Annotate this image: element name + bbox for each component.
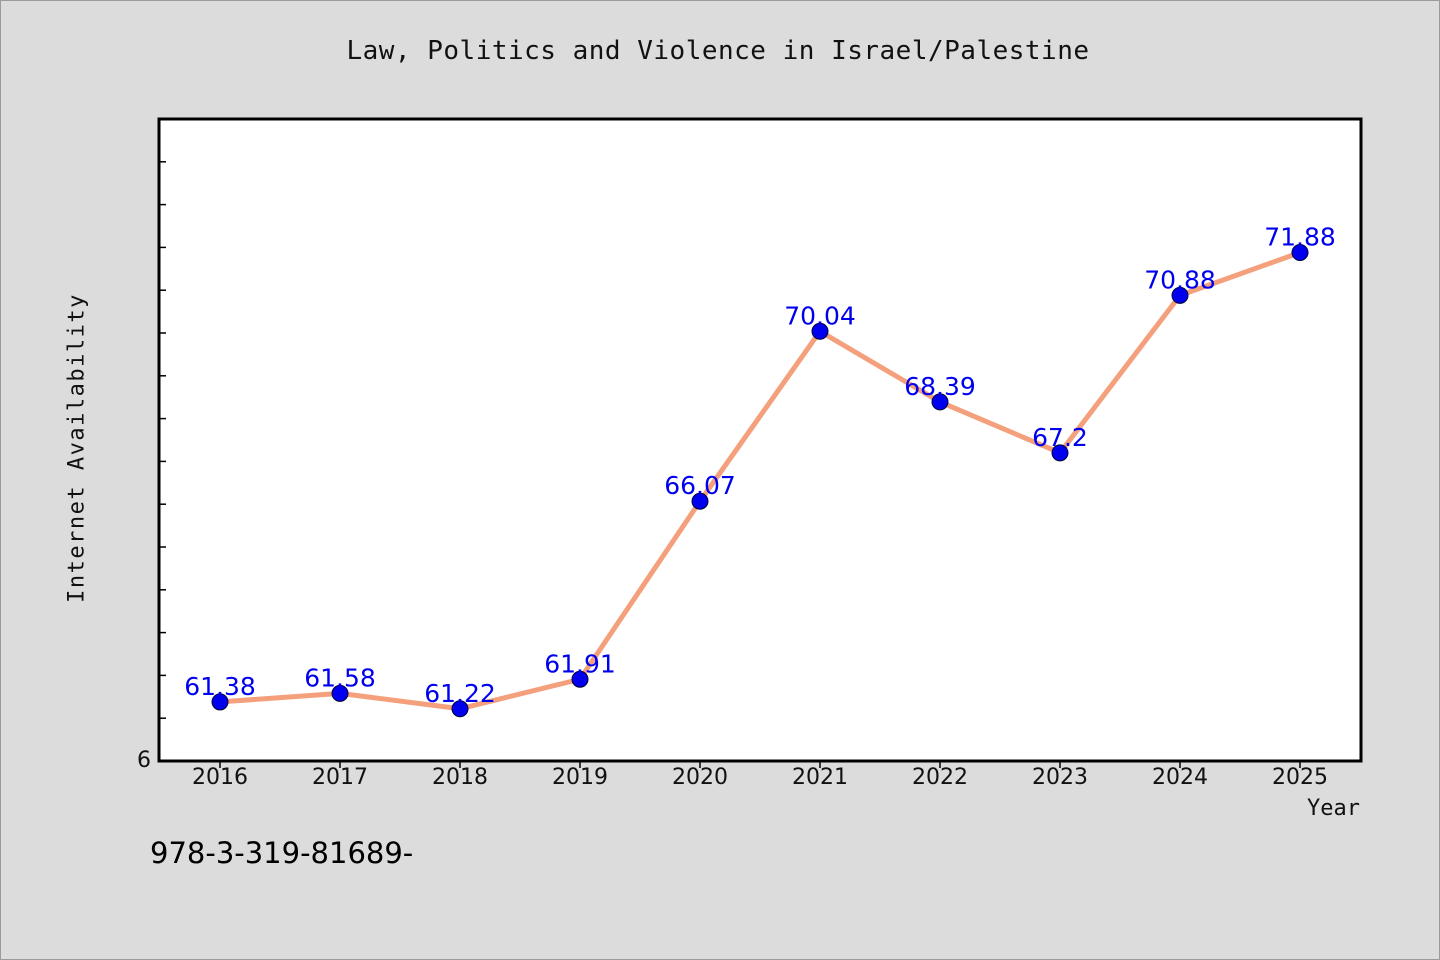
data-label: 70.88 xyxy=(1144,265,1216,294)
x-tick-label: 2016 xyxy=(192,765,248,790)
data-label: 66.07 xyxy=(664,471,736,500)
data-point xyxy=(451,700,469,718)
plot-area xyxy=(157,117,1363,763)
data-label: 61.22 xyxy=(424,679,496,708)
footnote-text: 978-3-319-81689- xyxy=(150,836,414,870)
series-markers xyxy=(211,244,1309,718)
x-axis-label: Year xyxy=(1307,796,1360,821)
data-label: 61.91 xyxy=(544,649,616,678)
x-tick-label: 2021 xyxy=(792,765,848,790)
data-point xyxy=(931,393,949,411)
series-line xyxy=(217,250,1303,712)
x-tick-label: 2022 xyxy=(912,765,968,790)
data-point xyxy=(331,684,349,702)
data-point xyxy=(811,322,829,340)
chart-title: Law, Politics and Violence in Israel/Pal… xyxy=(346,36,1090,66)
x-tick-label: 2023 xyxy=(1032,765,1088,790)
data-labels: 61.38 61.58 61.22 61.91 66.07 70.04 68.39 67.2 7… xyxy=(184,223,1336,708)
data-label: 67.2 xyxy=(1032,423,1088,452)
x-tick-label: 2017 xyxy=(312,765,368,790)
data-point xyxy=(1171,286,1189,304)
y-tick-label: 6 xyxy=(137,748,151,773)
x-tick-label: 2020 xyxy=(672,765,728,790)
data-label: 61.58 xyxy=(304,663,376,692)
data-point xyxy=(1051,444,1069,462)
data-label: 61.38 xyxy=(184,672,256,701)
data-point xyxy=(691,492,709,510)
x-tick-label: 2018 xyxy=(432,765,488,790)
data-point xyxy=(211,693,229,711)
data-point xyxy=(571,670,589,688)
data-point xyxy=(1291,244,1309,262)
x-axis-ticks: 2016 2017 2018 2019 2020 2021 2022 2023 2024 2025 xyxy=(192,761,1328,790)
data-label: 68.39 xyxy=(904,372,976,401)
data-label: 71.88 xyxy=(1264,223,1336,252)
x-tick-label: 2025 xyxy=(1272,765,1328,790)
data-label: 70.04 xyxy=(784,301,856,330)
x-tick-label: 2024 xyxy=(1152,765,1208,790)
x-tick-label: 2019 xyxy=(552,765,608,790)
y-axis-ticks: 6 xyxy=(137,161,166,773)
